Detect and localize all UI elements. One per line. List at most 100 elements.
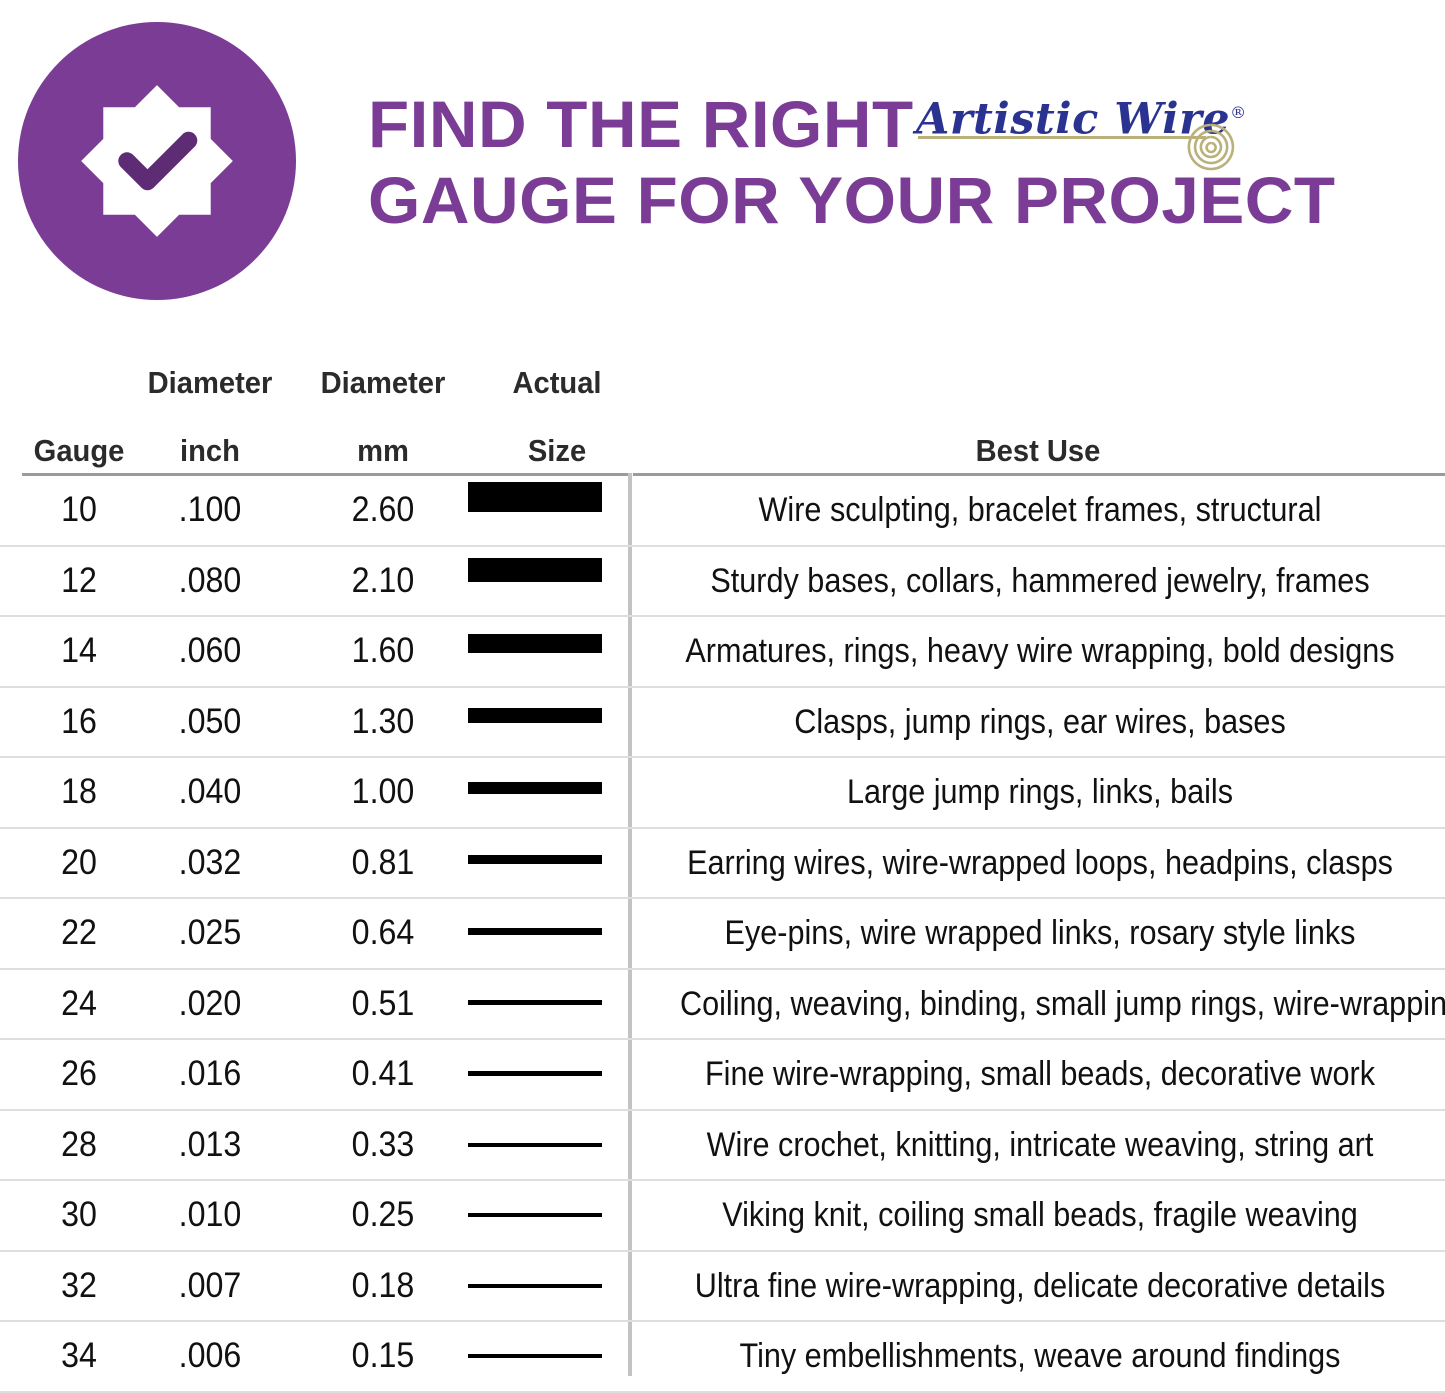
cell-diameter-inch: .016 [178, 1054, 242, 1093]
cell-diameter-inch: .032 [178, 842, 242, 882]
cell-actual-size [468, 758, 602, 827]
title-block: FIND THE RIGHT Artistic Wire® GAUGE FOR … [368, 86, 1428, 238]
cell-best-use: Clasps, jump rings, ear wires, bases [794, 702, 1286, 741]
cell-gauge: 30 [61, 1195, 97, 1234]
cell-diameter-mm: 1.60 [351, 631, 415, 670]
table-row: 22 .025 0.64 Eye-pins, wire wrapped links, … [0, 899, 1445, 970]
cell-gauge: 14 [61, 631, 97, 670]
brand-rule-divider [918, 136, 1206, 139]
wire-thickness-bar [468, 1142, 602, 1147]
cell-diameter-inch: .007 [178, 1265, 242, 1305]
cell-actual-size [468, 617, 602, 686]
page-header: FIND THE RIGHT Artistic Wire® GAUGE FOR … [0, 0, 1445, 330]
wire-thickness-bar [468, 855, 602, 865]
cell-diameter-mm: 2.60 [351, 490, 415, 529]
wire-thickness-bar [468, 782, 602, 794]
column-header-size: Size [527, 433, 587, 468]
page-title-line-1: FIND THE RIGHT [368, 87, 914, 161]
cell-best-use: Sturdy bases, collars, hammered jewelry,… [710, 561, 1370, 600]
cell-diameter-inch: .050 [178, 701, 242, 741]
cell-actual-size [468, 476, 602, 545]
column-header-mm: mm [357, 433, 409, 468]
cell-diameter-mm: 1.00 [351, 772, 415, 811]
cell-gauge: 34 [61, 1336, 97, 1375]
cell-gauge: 26 [61, 1054, 97, 1093]
cell-actual-size [468, 547, 602, 616]
table-row: 32 .007 0.18 Ultra fine wire-wrapping, deli… [0, 1252, 1445, 1322]
header-rule-left [22, 473, 630, 476]
cell-diameter-inch: .010 [178, 1195, 242, 1234]
cell-actual-size [468, 970, 602, 1039]
wire-gauge-table: Diameter Diameter Actual Gauge inch mm S… [0, 352, 1445, 1393]
table-row: 16 .050 1.30 Clasps, jump rings, ear wires,… [0, 688, 1445, 758]
page-title-line-2: GAUGE FOR YOUR PROJECT [368, 163, 1336, 237]
table-body: 10 .100 2.60 Wire sculpting, bracelet frame… [0, 476, 1445, 1393]
cell-diameter-mm: 0.51 [351, 983, 415, 1023]
cell-actual-size [468, 1322, 602, 1391]
wire-thickness-bar [468, 708, 602, 724]
cell-actual-size [468, 829, 602, 898]
column-header-diameter-inch-top: Diameter [147, 365, 273, 400]
wire-thickness-bar [468, 927, 602, 935]
cell-diameter-mm: 0.15 [351, 1336, 415, 1375]
spiral-icon [1184, 120, 1238, 174]
cell-actual-size [468, 899, 602, 968]
cell-diameter-mm: 1.30 [351, 701, 415, 741]
wire-thickness-bar [468, 1283, 602, 1288]
table-row: 30 .010 0.25 Viking knit, coiling small bea… [0, 1181, 1445, 1252]
table-row: 12 .080 2.10 Sturdy bases, collars, hammere… [0, 547, 1445, 617]
cell-gauge: 24 [61, 983, 97, 1023]
wire-thickness-bar [468, 1354, 602, 1358]
cell-best-use: Eye-pins, wire wrapped links, rosary sty… [724, 914, 1356, 952]
wire-thickness-bar [468, 634, 602, 653]
cell-best-use: Wire crochet, knitting, intricate weavin… [706, 1125, 1374, 1164]
cell-gauge: 20 [61, 842, 97, 882]
cell-gauge: 32 [61, 1265, 97, 1305]
cell-diameter-mm: 0.41 [351, 1054, 415, 1093]
wire-thickness-bar [468, 1213, 602, 1217]
cell-best-use: Fine wire-wrapping, small beads, decorat… [704, 1055, 1376, 1093]
table-row: 14 .060 1.60 Armatures, rings, heavy wire w… [0, 617, 1445, 688]
column-header-inch: inch [180, 433, 240, 468]
cell-diameter-mm: 0.64 [351, 913, 415, 952]
column-header-best-use: Best Use [975, 433, 1101, 468]
cell-best-use: Wire sculpting, bracelet frames, structu… [758, 491, 1322, 529]
cell-best-use: Coiling, weaving, binding, small jump ri… [680, 984, 1445, 1023]
cell-best-use: Viking knit, coiling small beads, fragil… [722, 1196, 1358, 1234]
wire-thickness-bar [468, 999, 602, 1006]
cell-actual-size [468, 1111, 602, 1180]
cell-gauge: 16 [61, 701, 97, 741]
cell-best-use: Ultra fine wire-wrapping, delicate decor… [694, 1266, 1386, 1305]
cell-actual-size [468, 1181, 602, 1250]
artistic-wire-text: Artistic Wire [916, 94, 1231, 145]
cell-diameter-inch: .080 [178, 560, 242, 600]
table-row: 10 .100 2.60 Wire sculpting, bracelet frame… [0, 476, 1445, 547]
column-header-actual-top: Actual [512, 365, 602, 400]
registered-trademark-icon: ® [1230, 103, 1247, 122]
wire-thickness-bar [468, 558, 602, 583]
wire-thickness-bar [468, 481, 602, 512]
cell-diameter-mm: 0.25 [351, 1195, 415, 1234]
cell-diameter-inch: .060 [178, 631, 242, 670]
column-divider [628, 473, 632, 1376]
cell-diameter-inch: .006 [178, 1336, 242, 1375]
artistic-wire-wordmark: Artistic Wire® [916, 90, 1247, 142]
cell-diameter-inch: .040 [178, 772, 242, 811]
column-header-gauge: Gauge [33, 433, 125, 468]
table-row: 18 .040 1.00 Large jump rings, links, bails [0, 758, 1445, 829]
cell-diameter-mm: 0.18 [351, 1265, 415, 1305]
header-rule-right [633, 473, 1445, 476]
cell-best-use: Earring wires, wire-wrapped loops, headp… [687, 843, 1393, 882]
column-header-diameter-mm-top: Diameter [320, 365, 446, 400]
cell-actual-size [468, 688, 602, 757]
check-badge-logo [18, 22, 296, 300]
cell-diameter-inch: .025 [178, 913, 242, 952]
cell-diameter-inch: .020 [178, 983, 242, 1023]
cell-gauge: 18 [61, 772, 97, 811]
cell-diameter-inch: .013 [178, 1124, 242, 1164]
cell-diameter-mm: 0.81 [351, 842, 415, 882]
wire-thickness-bar [468, 1071, 602, 1076]
cell-diameter-inch: .100 [178, 490, 242, 529]
table-row: 26 .016 0.41 Fine wire-wrapping, small bead… [0, 1040, 1445, 1111]
cell-best-use: Tiny embellishments, weave around findin… [739, 1337, 1341, 1375]
